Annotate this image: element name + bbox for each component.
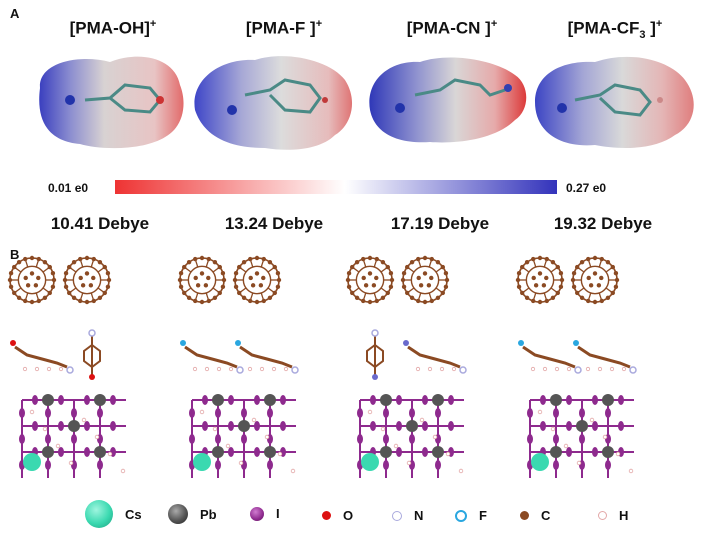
c-atom-icon [520,511,529,520]
cs-atom-icon [85,500,113,528]
f-atom-icon [455,509,467,522]
pb-atom-icon [168,504,188,524]
legend-item-o: O [322,508,353,523]
fullerene-5 [345,255,395,305]
panel-a-label: A [10,6,20,21]
legend-item-h: H [598,508,628,523]
fullerene-4 [232,255,282,305]
legend-item-i: I [250,506,280,521]
molecule-title-2: [PMA-F ]+ [245,18,323,38]
i-atom-icon [250,506,264,521]
perovskite-lattice-2 [189,394,296,478]
cation-molecule-7 [518,340,582,374]
cation-molecule-2 [83,329,101,380]
legend-item-n: N [392,508,423,523]
fullerene-6 [400,255,450,305]
legend-item-pb: Pb [168,504,217,524]
fullerene-7 [515,255,565,305]
fullerene-3 [177,255,227,305]
cation-molecule-4 [235,340,299,374]
molecule-title-3: [PMA-CN ]+ [406,18,498,38]
legend-item-f: F [455,508,487,523]
n-atom-icon [392,510,402,521]
perovskite-lattice-4 [527,394,634,478]
panel-b-label: B [10,247,20,262]
crystal-structures [7,255,637,478]
dipole-value-3: 17.19 Debye [390,214,490,233]
fullerene-1 [7,255,57,305]
esp-surfaces [39,56,694,150]
perovskite-lattice-1 [19,394,126,478]
dipole-value-2: 13.24 Debye [224,214,324,233]
o-atom-icon [322,511,331,520]
esp-surface-1 [39,56,184,149]
fullerene-8 [570,255,620,305]
fullerene-2 [62,255,112,305]
atom-legend: Cs Pb I O N F C H [0,498,707,534]
molecule-title-1: [PMA-OH]+ [69,18,157,38]
dipole-value-4: 19.32 Debye [553,214,653,233]
legend-item-cs: Cs [85,500,142,528]
esp-surface-2 [194,56,353,150]
esp-surface-4 [535,56,694,148]
esp-surface-3 [369,57,527,143]
colorbar-max-label: 0.27 e0 [566,181,607,195]
cation-molecule-3 [180,340,244,374]
perovskite-lattice-3 [357,394,464,478]
cation-molecule-1 [10,340,74,374]
cation-molecule-6 [403,340,467,374]
colorbar-min-label: 0.01 e0 [48,181,89,195]
legend-item-c: C [520,508,550,523]
molecule-title-4: [PMA-CF3 ]+ [567,18,663,42]
colorbar [115,180,557,194]
cation-molecule-5 [366,329,384,380]
dipole-value-1: 10.41 Debye [50,214,150,233]
cation-molecule-8 [573,340,637,374]
h-atom-icon [598,511,607,520]
